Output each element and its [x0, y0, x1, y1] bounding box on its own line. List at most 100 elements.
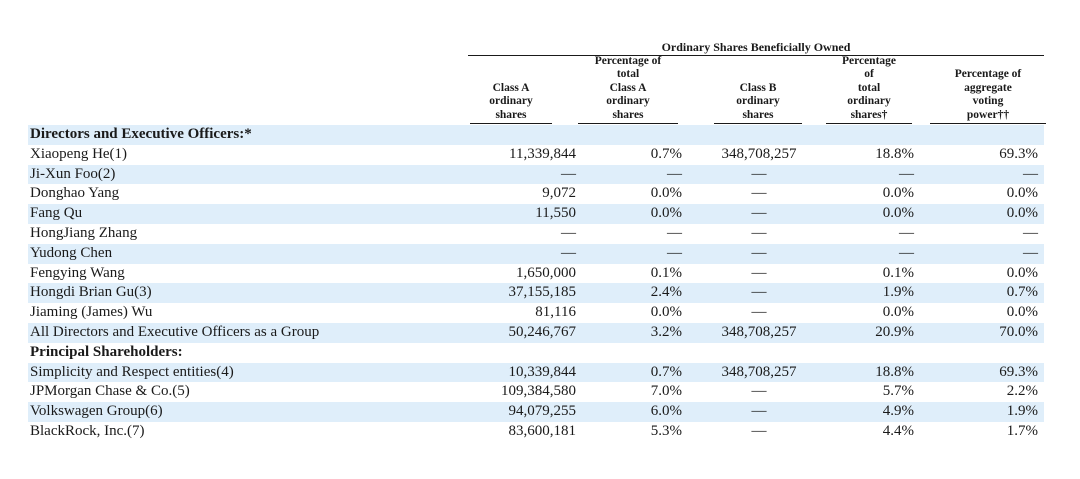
row-label: Directors and Executive Officers:*: [30, 126, 252, 142]
table-cell: 348,708,257: [721, 363, 797, 380]
table-cell: —: [899, 244, 914, 261]
table-cell: 109,384,580: [501, 383, 576, 400]
row-label: Jiaming (James) Wu: [30, 304, 153, 321]
table-cell: 0.0%: [1006, 205, 1038, 222]
table-cell: —: [667, 244, 682, 261]
table-cell: 5.7%: [882, 383, 914, 400]
table-cell: 0.0%: [882, 304, 914, 321]
table-cell: 348,708,257: [721, 324, 797, 340]
table-cell: 348,708,257: [721, 145, 797, 162]
table-cell: 37,155,185: [508, 284, 577, 301]
column-header-line: shares: [612, 108, 644, 121]
table-cell: —: [751, 244, 767, 261]
table-cell: 0.7%: [650, 145, 682, 162]
column-header-line: ordinary: [736, 95, 780, 107]
table-cell: —: [751, 403, 767, 420]
column-header-line: ordinary: [489, 95, 533, 107]
table-cell: 70.0%: [999, 324, 1038, 340]
column-header: Percentage of total ordinary shares†: [826, 55, 912, 124]
table-row: HongJiang Zhang — — — — —: [28, 224, 1044, 244]
table-cell: —: [751, 304, 767, 321]
column-header-line: Percentage of: [594, 54, 662, 67]
column-header-line: Class A: [609, 81, 647, 94]
table-cell: —: [751, 185, 767, 202]
table-cell: 1.9%: [882, 284, 914, 301]
table-row: Donghao Yang 9,072 0.0% — 0.0% 0.0%: [28, 184, 1044, 204]
table-cell: 18.8%: [875, 363, 914, 380]
table-row: Hongdi Brian Gu(3) 37,155,185 2.4% — 1.9% 0.7…: [28, 283, 1044, 304]
table-cell: 0.0%: [650, 304, 682, 321]
table-cell: 0.0%: [650, 205, 682, 222]
table-cell: 0.0%: [650, 185, 682, 202]
row-label: BlackRock, Inc.(7): [30, 423, 145, 439]
table-cell: —: [561, 225, 576, 241]
table-row: Simplicity and Respect entities(4) 10,339…: [28, 362, 1044, 383]
table-cell: 69.3%: [999, 145, 1038, 162]
table-row: Ji-Xun Foo(2) — — — — —: [28, 164, 1044, 185]
table-cell: 9,072: [542, 185, 576, 202]
table-row: Volkswagen Group(6) 94,079,255 6.0% — 4.9% 1.…: [28, 402, 1044, 422]
table-cell: 11,339,844: [509, 145, 576, 162]
column-header-line: Percentage of: [954, 68, 1022, 80]
row-label: Fang Qu: [30, 205, 83, 222]
column-header-line: shares†: [850, 108, 888, 121]
row-label: Fengying Wang: [30, 264, 125, 281]
column-header-line: voting: [972, 95, 1004, 107]
table-cell: 2.2%: [1006, 383, 1038, 400]
table-cell: 1.9%: [1006, 403, 1038, 420]
table-cell: 4.4%: [882, 423, 914, 439]
table-cell: —: [751, 225, 767, 241]
table-cell: —: [899, 225, 914, 241]
table-cell: —: [751, 264, 767, 281]
table-cell: —: [561, 244, 576, 261]
table-cell: 0.0%: [1006, 304, 1038, 321]
column-header-text: Percentage of total ordinary shares†: [826, 55, 912, 124]
group-header: Ordinary Shares Beneficially Owned: [468, 40, 1044, 56]
table-cell: 1.7%: [1006, 423, 1038, 439]
table-row: BlackRock, Inc.(7) 83,600,181 5.3% — 4.4% 1.7…: [28, 422, 1044, 442]
table-cell: —: [667, 225, 682, 241]
row-label: Yudong Chen: [30, 244, 113, 261]
table-cell: 4.9%: [882, 403, 914, 420]
row-label: Simplicity and Respect entities(4): [30, 363, 234, 380]
row-label: Xiaopeng He(1): [30, 145, 128, 162]
table-cell: —: [899, 165, 914, 182]
table-cell: 10,339,844: [508, 363, 577, 380]
section-row: Directors and Executive Officers:*: [28, 125, 1044, 145]
table-cell: 7.0%: [650, 383, 682, 400]
table-cell: 0.7%: [1006, 284, 1038, 301]
row-label: JPMorgan Chase & Co.(5): [30, 383, 190, 400]
table-cell: 0.1%: [650, 264, 682, 281]
column-header-line: power††: [966, 108, 1010, 121]
table-cell: 6.0%: [650, 403, 682, 420]
table-row: Xiaopeng He(1) 11,339,844 0.7% 348,708,257 1…: [28, 145, 1044, 165]
table-cell: 1,650,000: [516, 264, 576, 281]
table-cell: —: [667, 165, 682, 182]
table-cell: 0.0%: [882, 205, 914, 222]
table-cell: —: [1023, 244, 1038, 261]
row-label: All Directors and Executive Officers as …: [30, 324, 320, 340]
table-cell: —: [751, 205, 767, 222]
column-header-line: ordinary: [606, 95, 650, 107]
column-header-text: Percentage of aggregate voting power††: [930, 68, 1046, 124]
table-cell: —: [751, 423, 767, 439]
column-header: Percentage of aggregate voting power††: [930, 56, 1046, 124]
table-cell: 0.0%: [882, 185, 914, 202]
table-cell: —: [751, 284, 767, 301]
table-row: Fang Qu 11,550 0.0% — 0.0% 0.0%: [28, 204, 1044, 224]
column-header-line: total: [616, 68, 640, 80]
column-header-line: shares: [495, 108, 527, 121]
table-row: Jiaming (James) Wu 81,116 0.0% — 0.0% 0.0%: [28, 303, 1044, 323]
table-row: Fengying Wang 1,650,000 0.1% — 0.1% 0.0%: [28, 264, 1044, 284]
table-cell: 83,600,181: [508, 423, 577, 439]
row-label: Ji-Xun Foo(2): [30, 165, 116, 182]
table-cell: 0.0%: [1006, 264, 1038, 281]
table-cell: 0.0%: [1006, 185, 1038, 202]
row-label: Donghao Yang: [30, 185, 120, 202]
table-cell: 2.4%: [650, 284, 682, 301]
